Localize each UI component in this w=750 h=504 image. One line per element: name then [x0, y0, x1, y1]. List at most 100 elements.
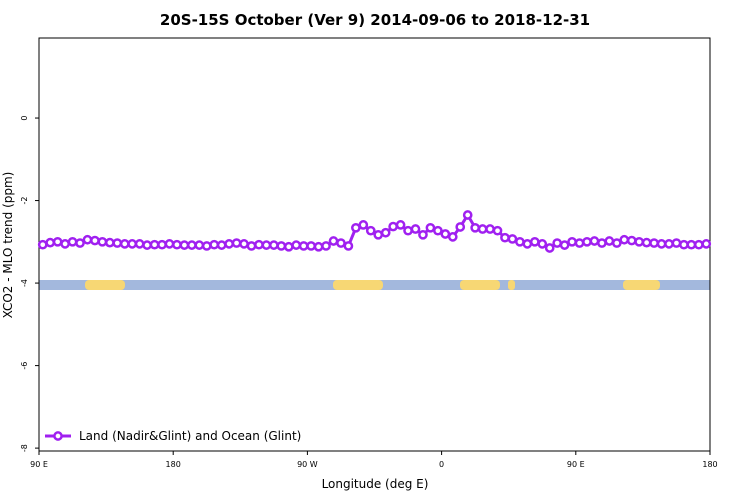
point	[186, 240, 197, 250]
point	[418, 229, 428, 240]
surface-strip	[39, 280, 710, 290]
point	[164, 239, 175, 249]
point	[701, 239, 712, 249]
x-tick-label: 90 W	[297, 460, 318, 469]
legend: Land (Nadir&Glint) and Ocean (Glint)	[45, 429, 301, 443]
point	[641, 237, 652, 248]
land-strip	[460, 280, 500, 290]
point	[619, 234, 630, 245]
point	[470, 222, 480, 233]
y-tick-label: -4	[20, 279, 29, 287]
point	[567, 236, 577, 247]
land-strip	[508, 280, 515, 290]
point	[380, 227, 391, 238]
point	[395, 220, 406, 230]
point	[216, 240, 227, 250]
point	[358, 220, 369, 230]
point	[261, 240, 272, 250]
point	[462, 210, 473, 220]
point	[82, 234, 93, 245]
point	[656, 239, 667, 249]
y-tick-label: -8	[20, 444, 29, 452]
point	[194, 240, 205, 250]
land-strip	[623, 280, 660, 290]
point	[507, 234, 518, 244]
point	[328, 236, 339, 246]
point	[172, 239, 182, 250]
point	[410, 224, 421, 234]
point	[597, 238, 607, 248]
point	[224, 239, 234, 249]
point	[664, 239, 674, 249]
point	[544, 243, 555, 253]
legend-label: Land (Nadir&Glint) and Ocean (Glint)	[79, 429, 301, 443]
chart-title: 20S-15S October (Ver 9) 2014-09-06 to 20…	[160, 11, 590, 29]
point	[134, 239, 145, 249]
point	[671, 238, 682, 248]
point	[149, 239, 160, 250]
point	[119, 239, 130, 249]
point	[477, 224, 488, 234]
point	[104, 237, 115, 248]
point	[604, 236, 615, 246]
point	[492, 225, 503, 236]
point	[112, 238, 123, 248]
point	[582, 236, 592, 247]
x-axis-label: Longitude (deg E)	[322, 477, 429, 491]
point	[179, 240, 190, 250]
legend-marker	[53, 431, 63, 441]
point	[500, 232, 510, 243]
point	[433, 225, 443, 236]
point	[686, 239, 697, 250]
point	[90, 235, 100, 246]
point	[611, 238, 622, 248]
point	[365, 225, 376, 236]
point	[60, 239, 70, 249]
point	[246, 241, 257, 251]
land-strip	[333, 280, 383, 290]
y-tick-label: 0	[20, 115, 29, 120]
point	[693, 239, 704, 250]
point	[552, 238, 563, 248]
point	[351, 222, 361, 233]
point	[75, 238, 85, 248]
x-tick-label: 90 E	[567, 460, 585, 469]
point	[403, 225, 413, 236]
point	[589, 236, 600, 246]
point	[298, 241, 309, 251]
point	[447, 232, 458, 242]
point	[388, 221, 398, 232]
point	[455, 222, 466, 232]
point	[634, 236, 645, 247]
point	[336, 238, 346, 248]
point	[209, 239, 220, 250]
point	[529, 236, 540, 247]
point	[440, 229, 451, 239]
point	[537, 239, 548, 249]
point	[45, 237, 56, 248]
point	[574, 238, 585, 248]
point	[559, 240, 570, 250]
point	[201, 241, 212, 251]
point	[626, 235, 637, 246]
point	[254, 239, 264, 250]
point	[291, 240, 302, 250]
point	[679, 239, 689, 250]
point	[283, 241, 294, 252]
point	[239, 239, 249, 249]
point	[269, 240, 279, 250]
point	[425, 222, 436, 233]
point	[127, 239, 138, 249]
point	[649, 238, 659, 248]
x-tick-label: 180	[166, 460, 181, 469]
y-axis-label: XCO2 - MLO trend (ppm)	[1, 172, 15, 319]
point	[313, 241, 324, 252]
point	[306, 241, 316, 251]
y-tick-label: -6	[20, 362, 29, 370]
y-tick-label: -2	[20, 197, 29, 205]
point	[231, 238, 242, 248]
land-strip	[85, 280, 125, 290]
point	[157, 239, 167, 250]
point	[67, 236, 78, 247]
